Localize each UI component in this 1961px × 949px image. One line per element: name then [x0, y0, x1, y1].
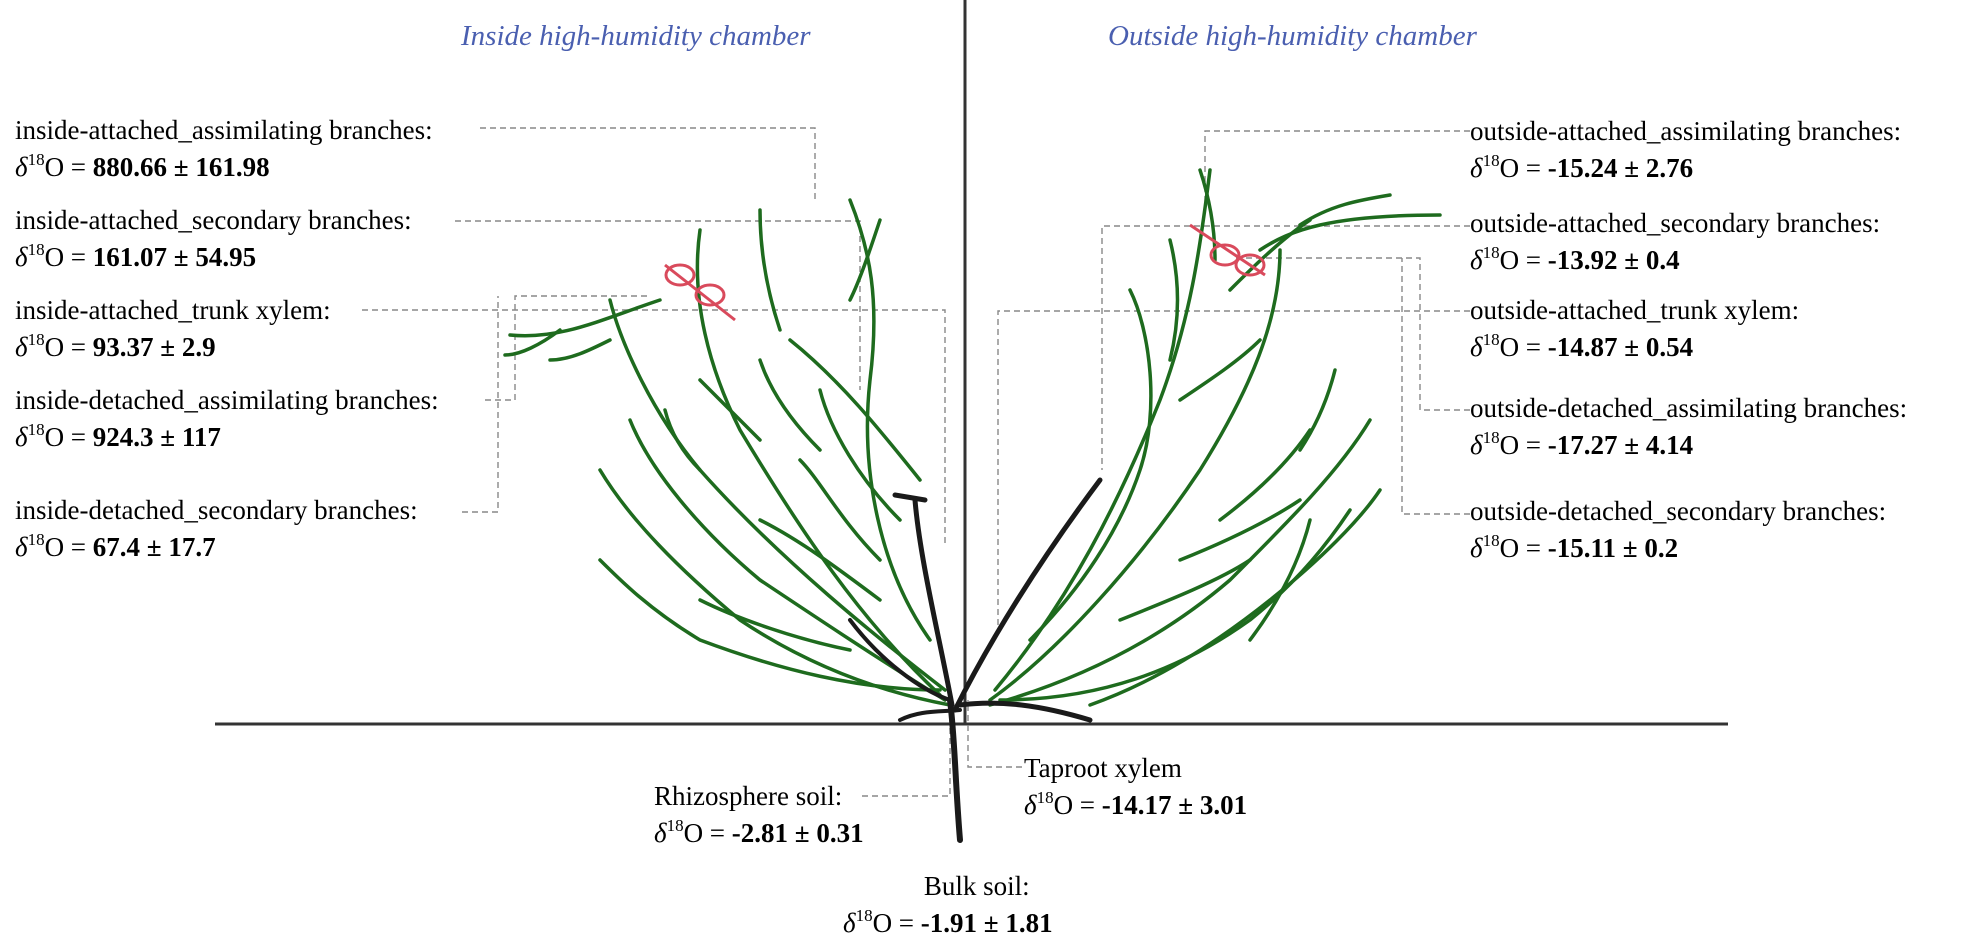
foliage-right	[988, 168, 1442, 707]
label-taproot-xylem: Taproot xylem δ18O = -14.17 ± 3.01	[1024, 753, 1248, 820]
label-rhizosphere-soil: Rhizosphere soil: δ18O = -2.81 ± 0.31	[654, 781, 864, 848]
sample-tie-right	[1189, 223, 1266, 277]
label-inside-attached-trunk: inside-attached_trunk xylem: δ18O = 93.3…	[15, 295, 331, 362]
label-outside-detached-secondary: outside-detached_secondary branches: δ18…	[1470, 496, 1887, 563]
foliage-left	[503, 198, 952, 707]
label-outside-attached-secondary: outside-attached_secondary branches: δ18…	[1470, 208, 1881, 275]
label-inside-attached-assimilating: inside-attached_assimilating branches: δ…	[15, 115, 433, 182]
label-outside-attached-trunk: outside-attached_trunk xylem: δ18O = -14…	[1470, 295, 1800, 362]
label-inside-attached-secondary: inside-attached_secondary branches: δ18O…	[15, 205, 412, 272]
inside-chamber-title: Inside high-humidity chamber	[461, 20, 811, 52]
label-inside-detached-assimilating: inside-detached_assimilating branches: δ…	[15, 385, 439, 452]
leader-lines	[362, 127, 1470, 797]
label-bulk-soil: Bulk soil: δ18O = -1.91 ± 1.81	[843, 871, 1053, 938]
label-outside-attached-assimilating: outside-attached_assimilating branches: …	[1470, 116, 1902, 183]
label-outside-detached-assimilating: outside-detached_assimilating branches: …	[1470, 393, 1908, 460]
outside-chamber-title: Outside high-humidity chamber	[1108, 20, 1477, 52]
sample-tie-left	[664, 263, 736, 322]
label-inside-detached-secondary: inside-detached_secondary branches: δ18O…	[15, 495, 418, 562]
stems	[848, 477, 1103, 843]
